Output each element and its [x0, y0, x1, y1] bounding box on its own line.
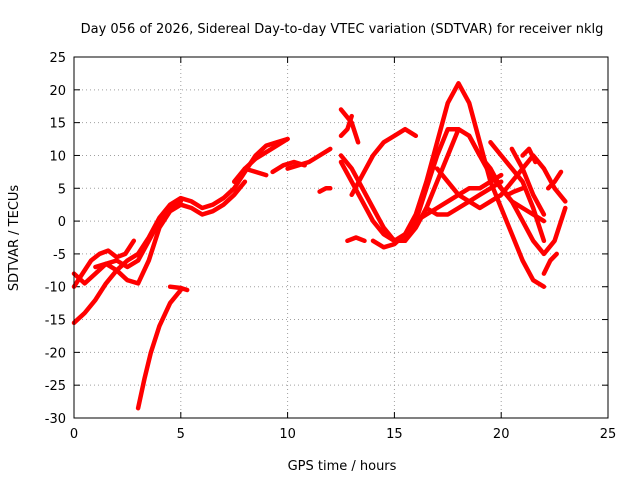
series-trace-7: [231, 136, 290, 184]
series-trace-24: [498, 186, 525, 198]
series-trace-15: [338, 81, 547, 289]
series-trace-8: [242, 166, 269, 178]
y-tick-label: -15: [45, 314, 66, 329]
series-trace-2: [71, 238, 137, 289]
series-trace-23: [488, 140, 547, 244]
tick-labels: 0 5 10 15 20 25 -30 -25 -20 -15 -10 -5 0 5 10 15 20 25: [45, 51, 617, 442]
series-trace-9: [285, 146, 333, 171]
x-tick-label: 20: [493, 427, 510, 442]
series-trace-3: [71, 179, 248, 286]
series-trace-5: [135, 287, 184, 411]
series-trace-22: [466, 133, 568, 257]
series-trace-1: [71, 136, 290, 326]
series-trace-18: [370, 172, 504, 250]
series-trace-16: [345, 235, 367, 244]
data-series: [71, 81, 568, 411]
series-trace-17: [349, 126, 419, 198]
series-trace-26: [520, 146, 538, 165]
y-tick-label: -20: [45, 346, 66, 361]
series-trace-28: [545, 169, 564, 191]
y-tick-label: 25: [49, 51, 66, 66]
y-tick-label: -25: [45, 379, 66, 394]
series-trace-13: [338, 113, 354, 139]
y-tick-label: 5: [58, 182, 66, 197]
y-tick-label: 0: [58, 215, 66, 230]
x-axis-label: GPS time / hours: [288, 459, 397, 474]
series-trace-6: [167, 284, 190, 293]
y-tick-label: 20: [49, 84, 66, 99]
x-tick-label: 25: [600, 427, 617, 442]
y-tick-label: -10: [45, 281, 66, 296]
y-tick-label: 15: [49, 117, 66, 132]
x-tick-label: 0: [70, 427, 78, 442]
x-tick-label: 15: [386, 427, 403, 442]
plot-frame: [73, 56, 609, 419]
chart-title: Day 056 of 2026, Sidereal Day-to-day VTE…: [81, 22, 604, 37]
series-trace-27: [541, 251, 559, 276]
y-tick-label: -30: [45, 412, 66, 427]
series-trace-25: [509, 146, 547, 217]
y-tick-label: 10: [49, 149, 66, 164]
series-trace-4: [93, 199, 184, 270]
y-axis-label: SDTVAR / TECUs: [7, 185, 22, 292]
series-trace-20: [424, 179, 504, 217]
series-trace-21: [434, 153, 568, 211]
series-trace-10: [270, 159, 307, 175]
x-tick-label: 10: [279, 427, 296, 442]
series-trace-11: [317, 186, 333, 194]
x-tick-label: 5: [177, 427, 185, 442]
y-tick-label: -5: [53, 248, 66, 263]
